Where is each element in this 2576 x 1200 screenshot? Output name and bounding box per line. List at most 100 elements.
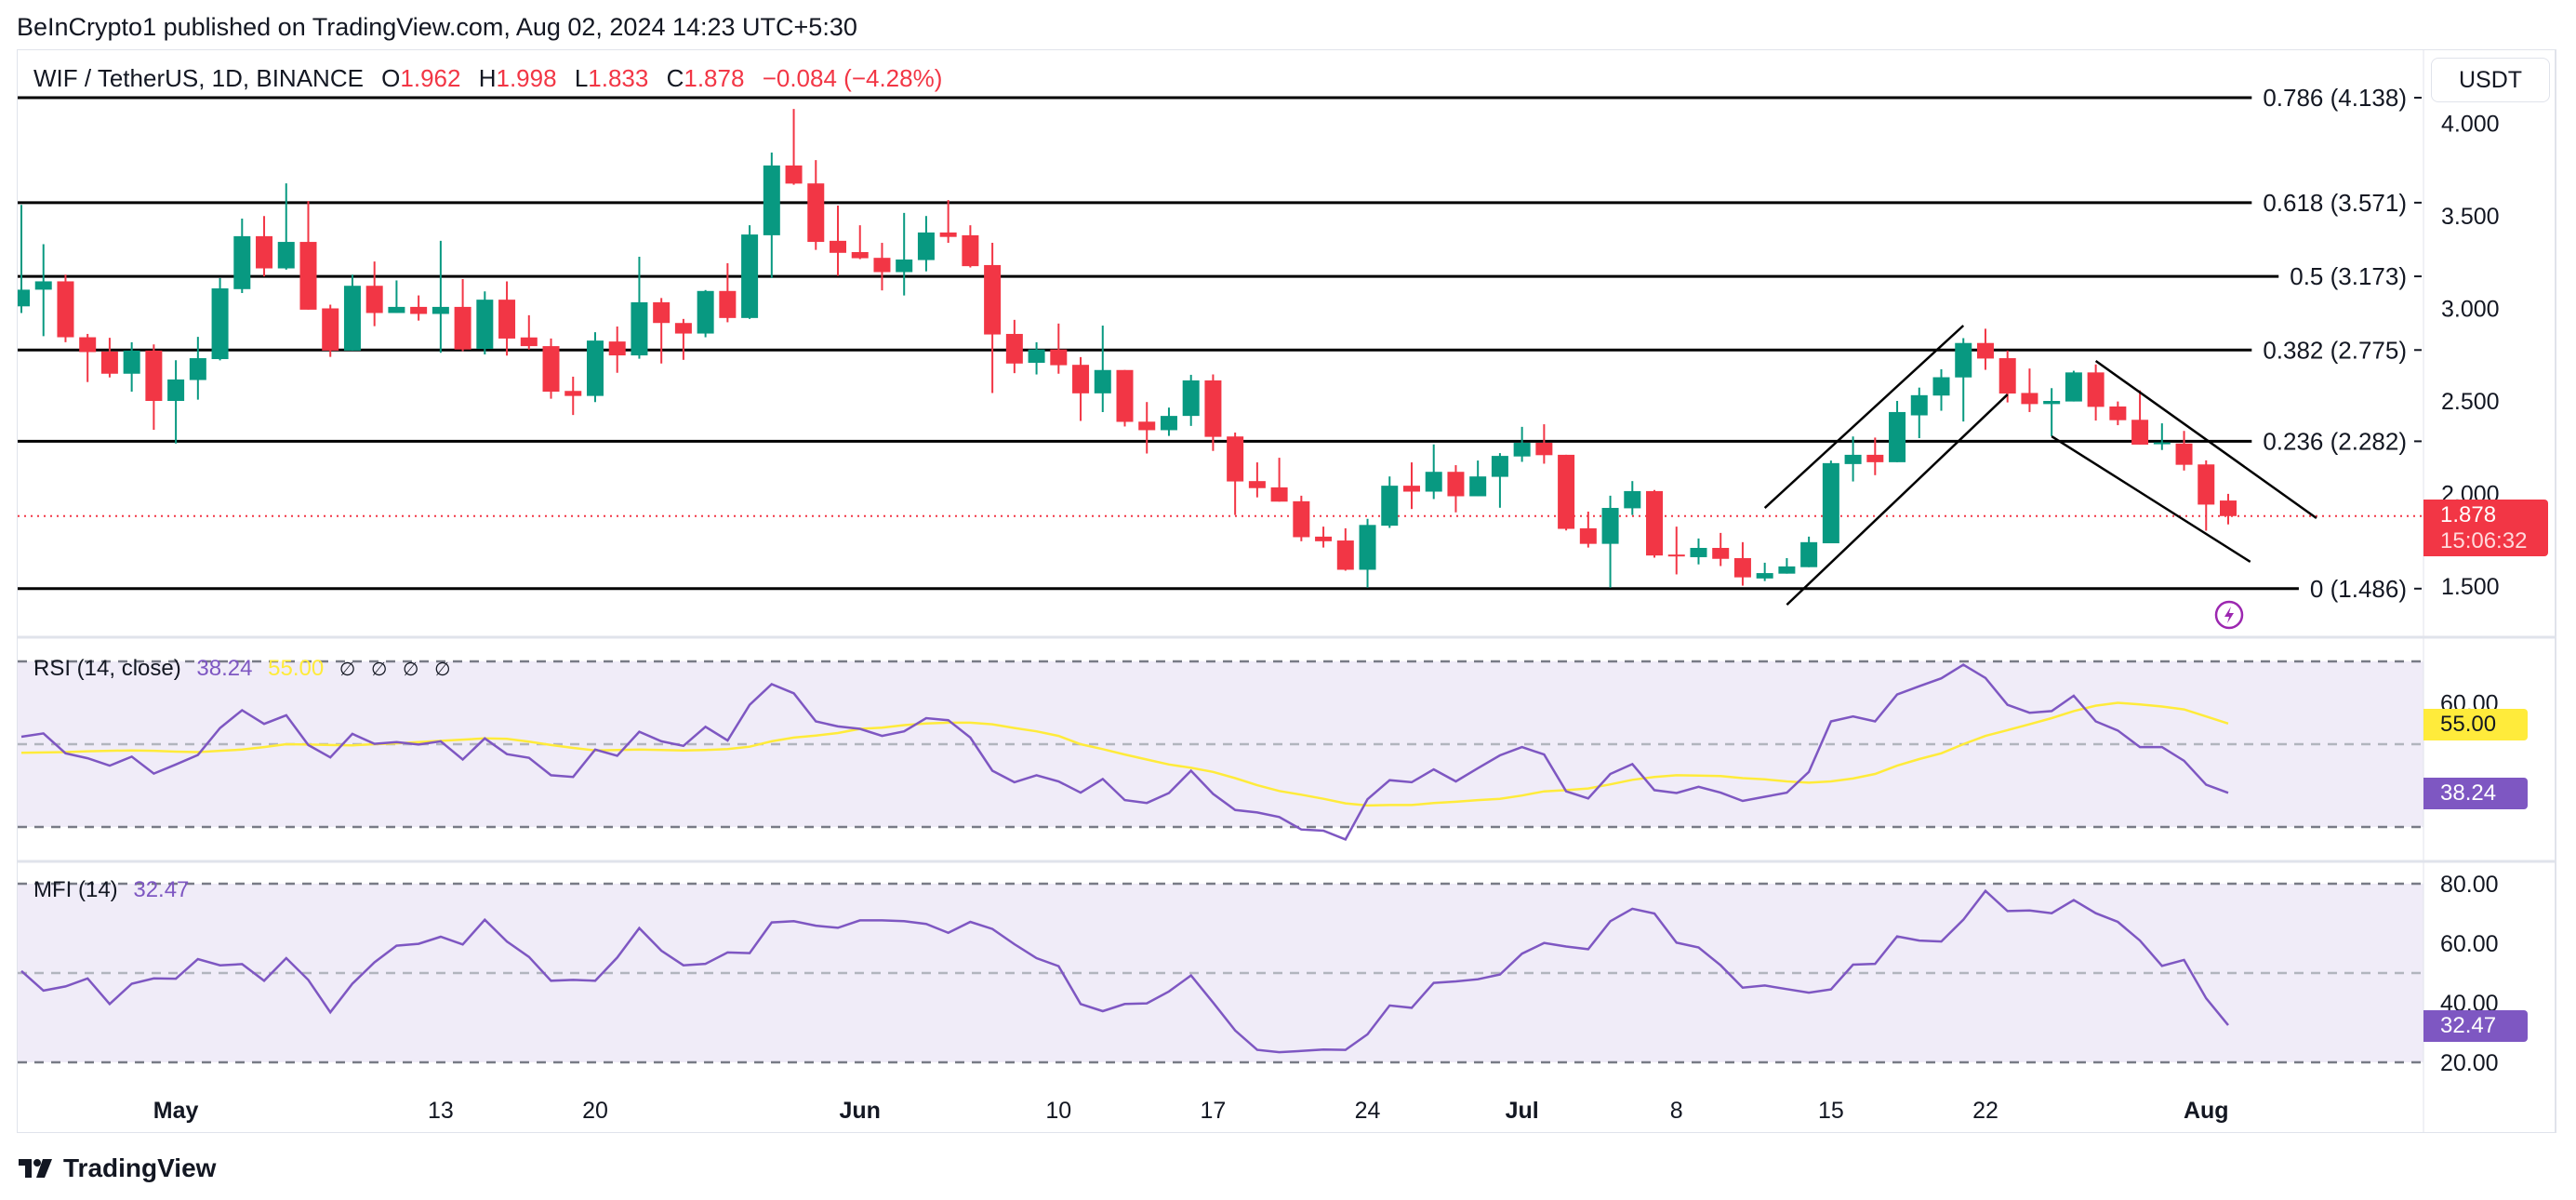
candle[interactable] [631, 256, 648, 359]
currency-button[interactable]: USDT [2431, 58, 2550, 102]
candle[interactable] [2109, 401, 2127, 426]
candle[interactable] [1491, 453, 1508, 508]
candle[interactable] [1116, 369, 1134, 427]
candle[interactable] [211, 277, 229, 361]
candle[interactable] [1072, 356, 1090, 421]
candle[interactable] [586, 332, 604, 403]
candle[interactable] [2043, 388, 2061, 437]
candle[interactable] [1359, 518, 1376, 588]
candle[interactable] [851, 225, 869, 260]
candle[interactable] [674, 318, 692, 360]
candle[interactable] [873, 243, 891, 291]
candle[interactable] [1910, 387, 1928, 438]
candle[interactable] [145, 344, 163, 431]
candle[interactable] [1248, 462, 1266, 498]
candle[interactable] [830, 206, 847, 276]
candle[interactable] [1138, 402, 1156, 454]
candle[interactable] [365, 261, 383, 327]
candle[interactable] [1315, 527, 1333, 548]
candle[interactable] [1932, 368, 1950, 411]
candle[interactable] [1733, 541, 1751, 586]
candle[interactable] [653, 298, 671, 364]
candle[interactable] [1955, 338, 1972, 422]
candle[interactable] [807, 160, 825, 250]
candle[interactable] [2131, 390, 2149, 445]
candle[interactable] [1402, 462, 1420, 510]
candle[interactable] [1624, 481, 1641, 515]
candle[interactable] [1447, 465, 1465, 513]
candle[interactable] [2198, 460, 2215, 531]
candle[interactable] [476, 291, 494, 355]
symbol-legend[interactable]: WIF / TetherUS, 1D, BINANCE O1.962 H1.99… [33, 64, 942, 93]
candle[interactable] [100, 338, 118, 378]
candle[interactable] [1182, 374, 1200, 426]
candle[interactable] [1756, 562, 1773, 581]
candle[interactable] [520, 314, 538, 350]
candle[interactable] [1227, 433, 1244, 515]
mfi-legend[interactable]: MFI (14) 32.47 [33, 877, 189, 903]
candle[interactable] [1844, 436, 1862, 482]
candle[interactable] [233, 218, 251, 293]
candle[interactable] [388, 280, 405, 313]
candle[interactable] [256, 216, 273, 277]
trendline[interactable] [1763, 325, 1965, 509]
candle[interactable] [1469, 460, 1487, 497]
candle[interactable] [719, 262, 737, 323]
candle[interactable] [322, 304, 339, 357]
candle[interactable] [741, 225, 759, 319]
trendline[interactable] [2051, 434, 2251, 563]
candle[interactable] [1270, 458, 1288, 502]
candle[interactable] [1028, 341, 1045, 375]
candle[interactable] [123, 341, 140, 393]
candle[interactable] [1535, 424, 1553, 464]
alert-lightning-icon[interactable] [2214, 600, 2244, 630]
candle[interactable] [1998, 350, 2016, 403]
candle[interactable] [564, 376, 582, 416]
candle[interactable] [1050, 323, 1068, 374]
candle[interactable] [2065, 370, 2082, 402]
candle[interactable] [984, 243, 1002, 393]
candle[interactable] [1822, 460, 1839, 544]
candle[interactable] [2021, 368, 2038, 412]
candle[interactable] [1601, 495, 1619, 588]
candle[interactable] [498, 281, 516, 356]
candle[interactable] [763, 152, 780, 278]
candle[interactable] [432, 240, 449, 353]
candle[interactable] [608, 327, 626, 373]
candle[interactable] [917, 216, 935, 272]
candle[interactable] [697, 289, 714, 338]
candle[interactable] [1889, 401, 1906, 462]
candle[interactable] [1667, 527, 1685, 575]
candle[interactable] [2220, 493, 2237, 525]
candle[interactable] [1204, 374, 1222, 451]
candle[interactable] [1160, 407, 1177, 436]
candle[interactable] [57, 274, 74, 342]
candle[interactable] [896, 212, 913, 296]
candle[interactable] [785, 109, 803, 185]
candle[interactable] [1646, 489, 1664, 558]
candle[interactable] [189, 337, 206, 400]
candle[interactable] [1712, 532, 1730, 567]
candle[interactable] [410, 295, 428, 321]
candle[interactable] [1800, 536, 1818, 567]
candle[interactable] [1094, 326, 1111, 412]
candle[interactable] [1778, 557, 1796, 574]
candle[interactable] [343, 274, 361, 351]
candle[interactable] [1690, 538, 1707, 565]
candle[interactable] [1425, 444, 1442, 500]
candle[interactable] [277, 183, 295, 270]
candle[interactable] [1005, 319, 1023, 374]
candle[interactable] [2087, 364, 2105, 421]
candle[interactable] [1381, 476, 1399, 528]
trendline[interactable] [2094, 359, 2317, 519]
candle[interactable] [1336, 527, 1354, 571]
candle[interactable] [13, 205, 30, 313]
candle[interactable] [167, 360, 185, 444]
candle[interactable] [1976, 328, 1994, 370]
tradingview-brand[interactable]: TradingView [19, 1153, 216, 1183]
candle[interactable] [34, 244, 52, 337]
candle[interactable] [939, 200, 957, 244]
candle[interactable] [1558, 454, 1575, 531]
candle[interactable] [299, 201, 317, 310]
